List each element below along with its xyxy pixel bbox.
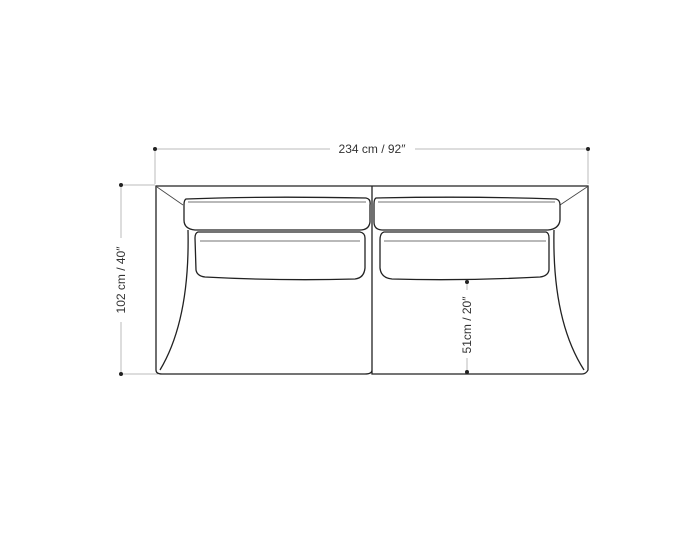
- seat-depth-dimension: 51cm / 20″: [460, 280, 474, 374]
- depth-label: 102 cm / 40″: [114, 246, 128, 314]
- sofa-outline: [155, 185, 589, 375]
- width-dimension: 234 cm / 92″: [153, 142, 590, 184]
- depth-dimension: 102 cm / 40″: [114, 183, 158, 376]
- seat-depth-label: 51cm / 20″: [460, 296, 474, 354]
- width-label: 234 cm / 92″: [339, 142, 407, 156]
